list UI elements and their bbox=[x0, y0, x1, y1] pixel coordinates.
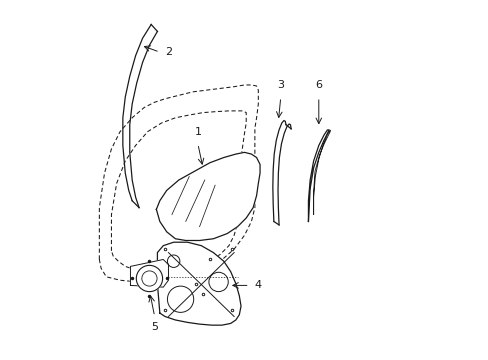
Text: 1: 1 bbox=[194, 127, 201, 137]
Circle shape bbox=[208, 272, 228, 292]
Text: 6: 6 bbox=[315, 80, 322, 90]
Circle shape bbox=[167, 286, 193, 312]
Circle shape bbox=[136, 265, 163, 292]
Polygon shape bbox=[308, 130, 328, 221]
Text: 4: 4 bbox=[254, 280, 262, 291]
Text: 2: 2 bbox=[164, 47, 172, 57]
Text: 5: 5 bbox=[151, 322, 158, 332]
Polygon shape bbox=[156, 152, 260, 240]
Circle shape bbox=[167, 255, 180, 267]
Polygon shape bbox=[130, 260, 168, 287]
Text: 3: 3 bbox=[277, 80, 284, 90]
Polygon shape bbox=[157, 242, 241, 325]
